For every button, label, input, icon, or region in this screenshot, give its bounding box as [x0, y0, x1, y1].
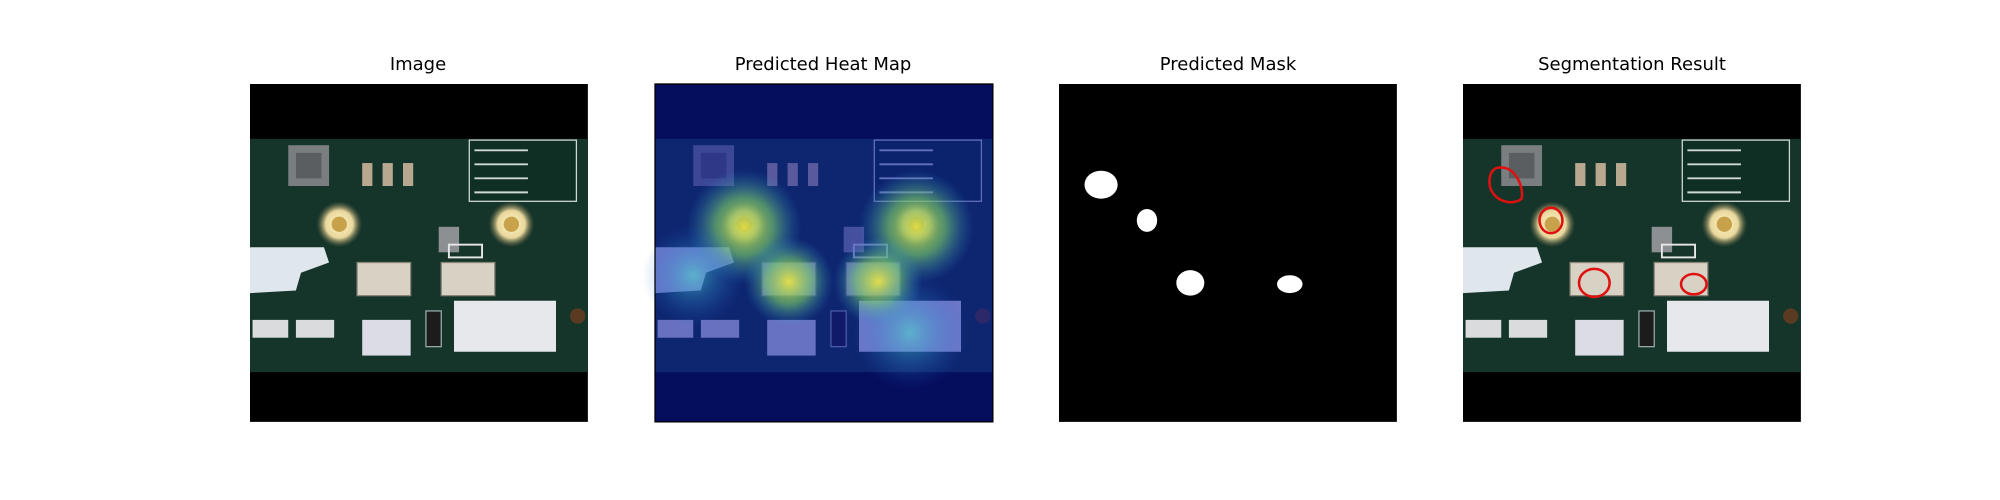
panel-title: Segmentation Result — [1538, 54, 1726, 75]
panel-title: Predicted Mask — [1160, 54, 1297, 75]
panel-title: Image — [390, 54, 446, 75]
panel-title: Predicted Heat Map — [735, 54, 912, 75]
heat-map — [642, 83, 994, 423]
segmentation-result — [1462, 83, 1802, 423]
input-image — [249, 83, 589, 423]
predicted-mask — [1059, 84, 1397, 422]
